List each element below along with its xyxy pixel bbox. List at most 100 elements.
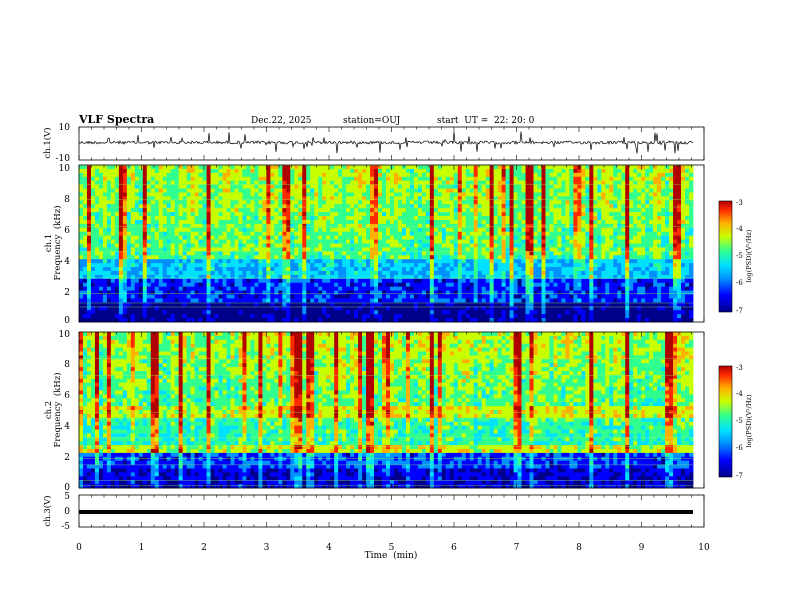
spectrogram-cell [194, 259, 200, 264]
spectrogram-cell [222, 165, 227, 170]
spectrogram-cell [521, 223, 526, 229]
spectrogram-cell [214, 212, 219, 217]
spectrogram-cell [226, 310, 231, 315]
spectrogram-cell [509, 318, 514, 323]
spectrogram-cell [94, 235, 100, 240]
spectrogram-cell [150, 243, 156, 248]
spectrogram-cell [202, 290, 207, 295]
spectrogram-cell [286, 267, 291, 272]
spectrogram-cell [306, 267, 311, 272]
spectrogram-cell [417, 263, 423, 268]
spectrogram-cell [405, 208, 411, 213]
spectrogram-cell [194, 212, 200, 217]
spectrogram-cell [266, 282, 271, 288]
spectrogram-cell [266, 196, 271, 201]
spectrogram-cell [557, 204, 562, 209]
spectrogram-cell [354, 302, 359, 307]
spectrogram-cell [170, 251, 176, 256]
spectrogram-cell [374, 290, 379, 295]
spectrogram-cell [505, 172, 510, 178]
spectrogram-cell [350, 282, 355, 288]
spectrogram-cell [473, 267, 479, 272]
spectrogram-cell [437, 188, 443, 193]
spectrogram-cell [234, 184, 239, 189]
spectrogram-cell [569, 235, 574, 240]
spectrogram-cell [382, 235, 387, 240]
spectrogram-cell [533, 274, 538, 280]
spectrogram-cell [79, 216, 84, 221]
spectrogram-cell [266, 168, 271, 174]
spectrogram-cell [366, 247, 371, 252]
spectrogram-cell [162, 306, 168, 311]
spectrogram-cell [397, 298, 403, 303]
spectrogram-cell [142, 294, 148, 299]
spectrogram-cell [354, 208, 359, 213]
spectrogram-cell [461, 259, 467, 264]
spectrogram-cell [282, 298, 287, 303]
spectrogram-cell [238, 243, 243, 248]
spectrogram-cell [270, 188, 275, 193]
spectrogram-cell [170, 168, 176, 174]
spectrogram-cell [521, 282, 526, 288]
spectrogram-cell [378, 192, 383, 197]
spectrogram-cell [533, 255, 538, 260]
spectrogram-cell [290, 227, 295, 233]
spectrogram-cell [86, 314, 92, 319]
spectrogram-cell [226, 251, 231, 256]
spectrogram-cell [290, 231, 295, 237]
spectrogram-cell [441, 318, 447, 323]
spectrogram-cell [150, 239, 156, 244]
spectrogram-cell [389, 223, 395, 229]
spectrogram-cell [142, 282, 148, 288]
spectrogram-cell [262, 165, 267, 170]
spectrogram-cell [254, 314, 259, 319]
spectrogram-cell [198, 267, 203, 272]
spectrogram-cell [389, 259, 395, 264]
spectrogram-cell [194, 270, 200, 276]
spectrogram-cell [425, 172, 431, 178]
spectrogram-cell [469, 263, 475, 268]
spectrogram-cell [457, 208, 463, 213]
spectrogram-cell [417, 180, 423, 186]
spectrogram-cell [234, 180, 239, 186]
spectrogram-cell [130, 259, 136, 264]
spectrogram-cell [561, 212, 566, 217]
spectrogram-cell [553, 204, 558, 209]
spectrogram-cell [338, 243, 343, 248]
spectrogram-cell [513, 314, 518, 319]
spectrogram-cell [246, 172, 251, 178]
spectrogram-cell [130, 231, 136, 237]
spectrogram-cell [158, 200, 164, 205]
spectrogram-cell [122, 294, 128, 299]
spectrogram-cell [198, 263, 203, 268]
spectrogram-cell [194, 184, 200, 189]
spectrogram-cell [258, 255, 263, 260]
spectrogram-cell [465, 200, 471, 205]
spectrogram-cell [79, 247, 84, 252]
spectrogram-cell [166, 188, 172, 193]
spectrogram-cell [226, 172, 231, 178]
spectrogram-cell [565, 259, 570, 264]
spectrogram-cell [286, 243, 291, 248]
spectrogram-cell [425, 204, 431, 209]
spectrogram-cell [429, 212, 435, 217]
spectrogram-cell [174, 255, 180, 260]
spectrogram-cell [110, 290, 116, 295]
spectrogram-cell [445, 270, 451, 276]
spectrogram-cell [138, 184, 144, 189]
spectrogram-cell [302, 282, 307, 288]
spectrogram-cell [162, 290, 168, 295]
spectrogram-cell [298, 200, 303, 205]
spectrogram-cell [222, 310, 227, 315]
spectrogram-cell [409, 212, 415, 217]
spectrogram-cell [525, 208, 530, 213]
spectrogram-cell [210, 274, 215, 280]
spectrogram-cell [489, 286, 495, 292]
spectrogram-cell [230, 286, 235, 292]
spectrogram-cell [222, 290, 227, 295]
spectrogram-cell [366, 180, 371, 186]
spectrogram-cell [154, 192, 160, 197]
spectrogram-cell [246, 298, 251, 303]
spectrogram-cell [254, 306, 259, 311]
